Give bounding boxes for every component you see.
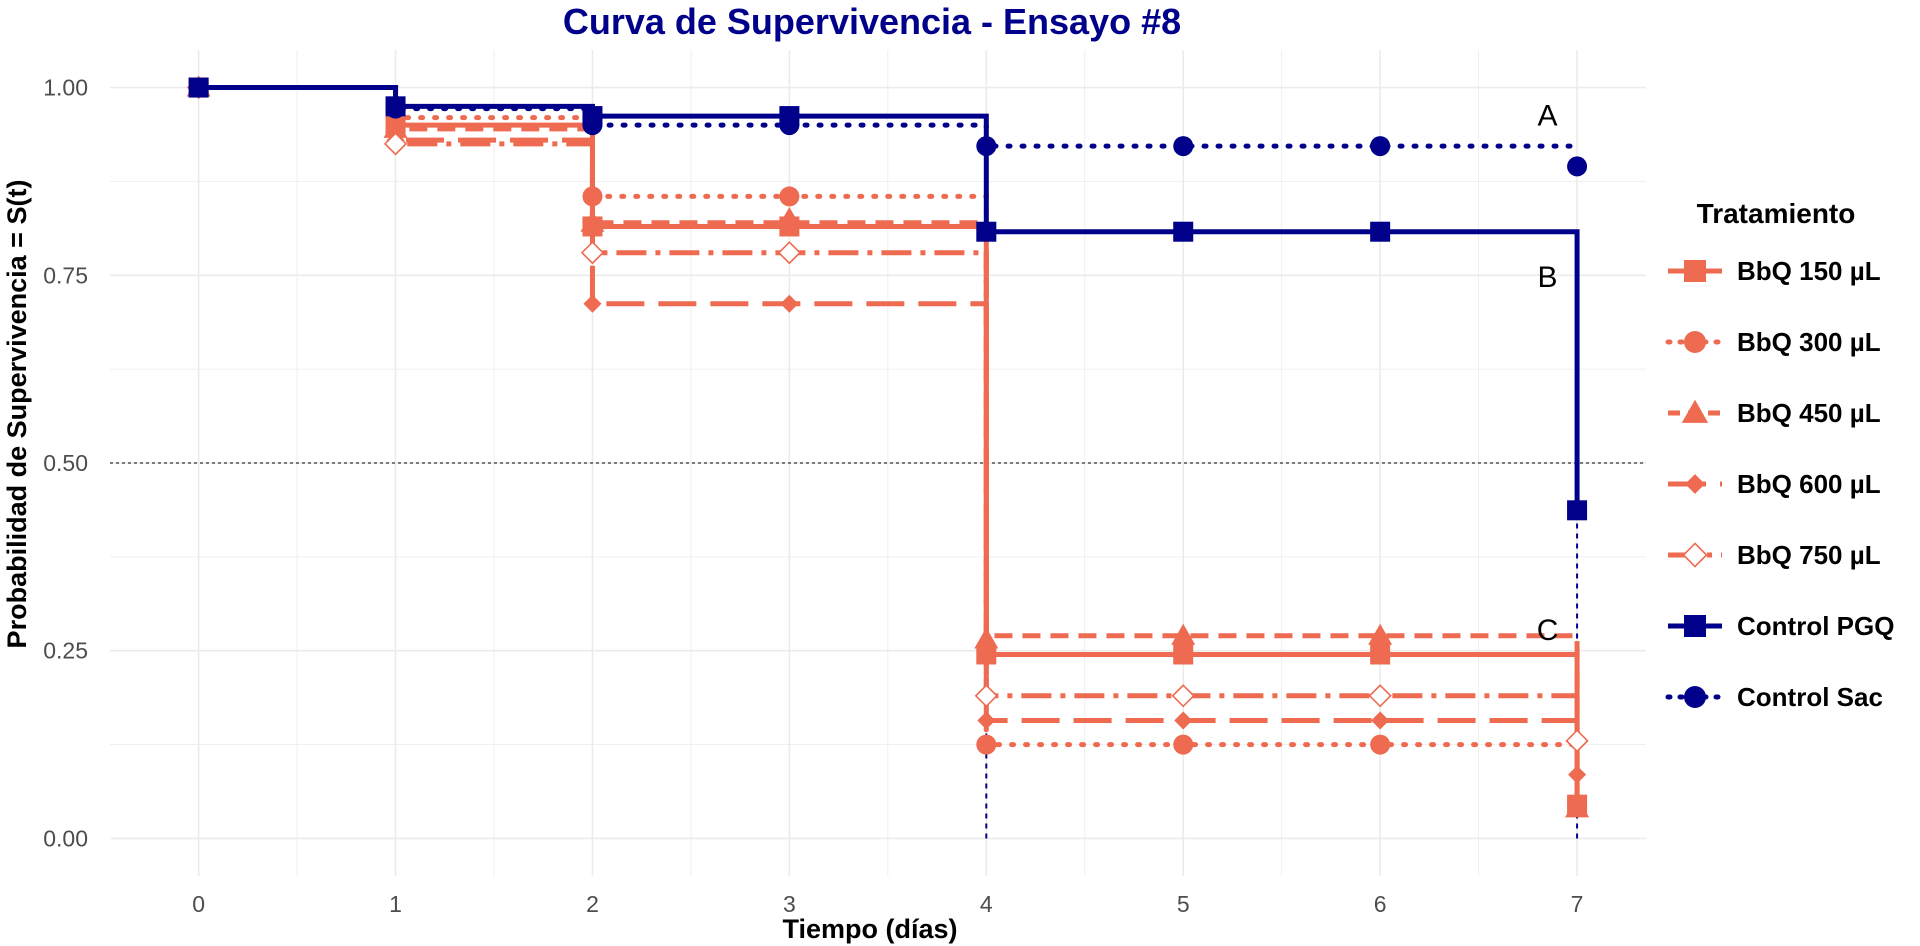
chart-title: Curva de Supervivencia - Ensayo #8 [563,1,1181,42]
legend: BbQ 150 µL BbQ 300 µL BbQ 450 µL BbQ 600 µL… [1665,256,1894,712]
annotation-label: B [1538,261,1558,294]
annotation-label: C [1537,614,1559,647]
legend-label: BbQ 750 µL [1737,540,1881,570]
data-point [1565,796,1590,818]
series-control-sac [188,77,1588,177]
data-point [777,241,802,265]
legend-item: BbQ 150 µL [1668,256,1881,286]
x-tick-label: 2 [586,891,599,917]
data-point [976,136,997,157]
data-point [779,186,800,207]
y-tick-label: 0.00 [43,825,88,851]
legend-item: BbQ 300 µL [1665,327,1881,357]
legend-title: Tratamiento [1697,198,1856,229]
legend-key-marker [1684,615,1706,637]
data-point [780,294,799,313]
data-point [1565,729,1589,753]
y-axis-title: Probabilidad de Supervivencia = S(t) [2,180,32,649]
legend-label: Control PGQ [1737,611,1894,641]
data-point [777,206,802,228]
data-point [1368,684,1392,708]
data-point [383,132,408,156]
data-point [1370,734,1391,755]
data-point [188,77,209,98]
x-tick-label: 4 [980,891,993,917]
x-tick-label: 1 [389,891,402,917]
annotations: A B C [1537,100,1559,647]
data-point [1173,644,1194,665]
data-point [1568,765,1587,784]
axes: 0 1 2 3 4 5 6 7 0.00 0.25 0.50 0.75 1.00 [43,75,1583,917]
data-point [1371,711,1390,730]
data-point [1171,684,1195,708]
series-group [186,75,1590,818]
legend-label: BbQ 450 µL [1737,398,1881,428]
data-point [1567,156,1588,177]
data-point [1173,734,1194,755]
data-point [1370,644,1391,665]
legend-key-marker [1685,474,1705,494]
data-point [1368,623,1393,645]
annotation-label: A [1538,100,1558,133]
data-point [977,711,996,730]
legend-key-marker [1684,331,1706,353]
legend-label: Control Sac [1737,682,1883,712]
legend-item: BbQ 750 µL [1668,540,1881,570]
legend-item: Control Sac [1665,682,1883,712]
data-point [1370,136,1391,157]
data-point [385,98,406,119]
legend-key-marker [1684,260,1706,282]
y-tick-label: 0.75 [43,262,88,288]
data-point [582,115,603,136]
data-point [1173,136,1194,157]
legend-key-marker [1684,686,1706,708]
legend-label: BbQ 150 µL [1737,256,1881,286]
legend-item: Control PGQ [1668,611,1894,641]
x-tick-label: 0 [192,891,205,917]
x-tick-label: 7 [1571,891,1584,917]
y-tick-label: 1.00 [43,75,88,101]
x-tick-label: 3 [783,891,796,917]
legend-label: BbQ 600 µL [1737,469,1881,499]
data-point [1171,623,1196,645]
data-point [1370,221,1391,242]
data-point [976,734,997,755]
data-point [1173,221,1194,242]
x-tick-label: 6 [1374,891,1387,917]
x-tick-label: 5 [1177,891,1190,917]
data-point [583,294,602,313]
legend-label: BbQ 300 µL [1737,327,1881,357]
y-tick-label: 0.50 [43,450,88,476]
y-tick-label: 0.25 [43,638,88,664]
data-point [974,684,998,708]
legend-item: BbQ 450 µL [1668,398,1881,428]
x-axis-title: Tiempo (días) [782,914,957,944]
data-point [976,221,997,242]
data-point [1174,711,1193,730]
data-point [580,241,605,265]
legend-item: BbQ 600 µL [1668,469,1881,499]
data-point [779,115,800,136]
legend-key-marker [1682,542,1708,568]
legend-key-marker [1681,399,1709,423]
data-point [1567,500,1588,521]
